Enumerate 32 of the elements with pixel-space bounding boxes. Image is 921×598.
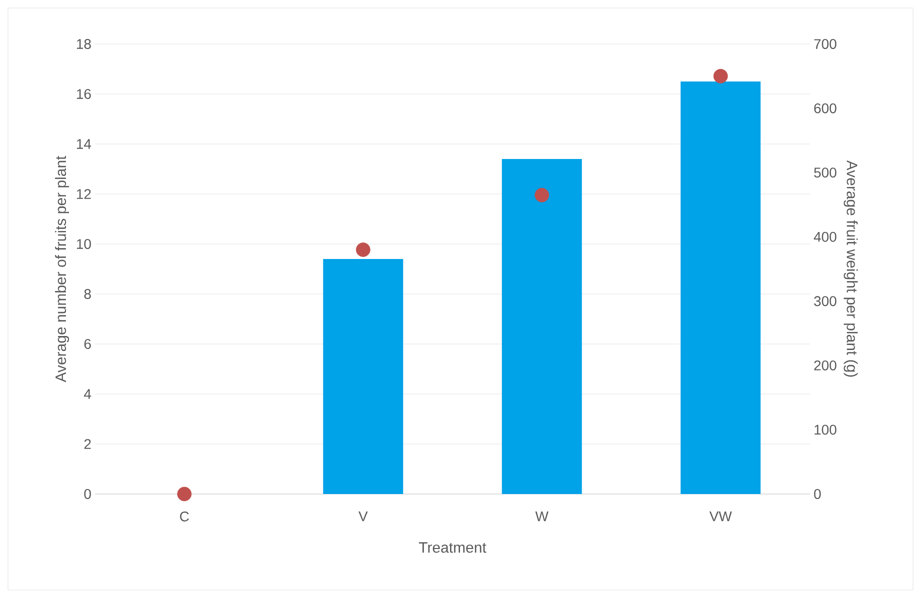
x-axis-title: Treatment <box>418 542 486 553</box>
y-tick-label: 4 <box>84 389 92 399</box>
y-tick-label: 12 <box>76 189 91 199</box>
y2-tick-label: 400 <box>814 232 836 242</box>
y2-tick-label: 700 <box>814 39 836 49</box>
y-axis-title: Average number of fruits per plant <box>55 156 70 382</box>
y-tick-label: 18 <box>76 39 91 49</box>
bar <box>502 159 582 494</box>
point <box>177 486 192 502</box>
y-tick-label: 0 <box>84 489 91 499</box>
y2-axis-title: Average fruit weight per plant (g) <box>844 160 858 377</box>
y-tick-label: 10 <box>76 239 91 249</box>
y2-tick-label: 0 <box>814 489 821 499</box>
x-tick-label: VW <box>709 512 732 522</box>
y2-tick-label: 200 <box>814 360 836 370</box>
point <box>534 188 550 202</box>
y-tick-label: 8 <box>84 289 91 299</box>
y-tick-label: 6 <box>84 339 91 349</box>
x-tick-label: W <box>535 512 548 522</box>
y2-tick-label: 100 <box>814 424 836 435</box>
point <box>713 68 728 84</box>
bar <box>680 82 761 494</box>
point <box>356 242 370 257</box>
y-tick-label: 16 <box>76 89 91 99</box>
y2-tick-label: 300 <box>814 296 836 306</box>
y2-tick-label: 600 <box>814 103 836 114</box>
y-tick-label: 2 <box>84 439 91 449</box>
x-tick-label: C <box>180 512 189 522</box>
y-tick-label: 14 <box>76 139 92 149</box>
bar <box>323 258 404 494</box>
y2-tick-label: 500 <box>814 168 836 178</box>
x-tick-label: V <box>358 512 368 522</box>
